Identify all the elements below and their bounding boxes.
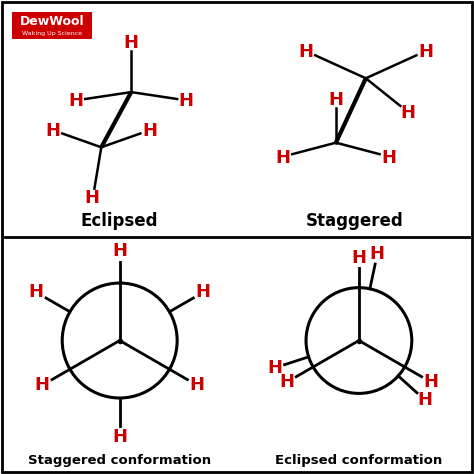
Text: H: H xyxy=(370,245,385,263)
Text: H: H xyxy=(46,122,61,140)
Text: H: H xyxy=(69,92,83,110)
Text: H: H xyxy=(179,92,194,110)
Text: H: H xyxy=(267,359,282,377)
Text: H: H xyxy=(418,43,433,61)
Text: H: H xyxy=(351,249,366,267)
Text: H: H xyxy=(142,122,157,140)
Text: H: H xyxy=(401,104,416,122)
Text: H: H xyxy=(417,391,432,409)
Text: H: H xyxy=(299,43,313,61)
Text: H: H xyxy=(275,149,291,167)
Text: H: H xyxy=(423,373,438,391)
Text: Eclipsed: Eclipsed xyxy=(81,212,158,230)
Text: H: H xyxy=(196,283,211,301)
Text: H: H xyxy=(190,376,205,394)
Text: H: H xyxy=(124,34,139,52)
Text: Eclipsed conformation: Eclipsed conformation xyxy=(275,454,443,466)
Text: H: H xyxy=(328,91,344,109)
Text: DewWool: DewWool xyxy=(19,15,84,28)
Text: H: H xyxy=(112,428,127,446)
Text: Staggered conformation: Staggered conformation xyxy=(28,454,211,466)
Text: H: H xyxy=(84,189,100,207)
Text: H: H xyxy=(280,373,295,391)
Text: H: H xyxy=(112,242,127,260)
Text: H: H xyxy=(35,376,50,394)
Text: H: H xyxy=(381,149,396,167)
Text: H: H xyxy=(28,283,44,301)
Text: Waking Up Science: Waking Up Science xyxy=(22,31,82,36)
FancyBboxPatch shape xyxy=(12,12,92,39)
Text: Staggered: Staggered xyxy=(305,212,403,230)
